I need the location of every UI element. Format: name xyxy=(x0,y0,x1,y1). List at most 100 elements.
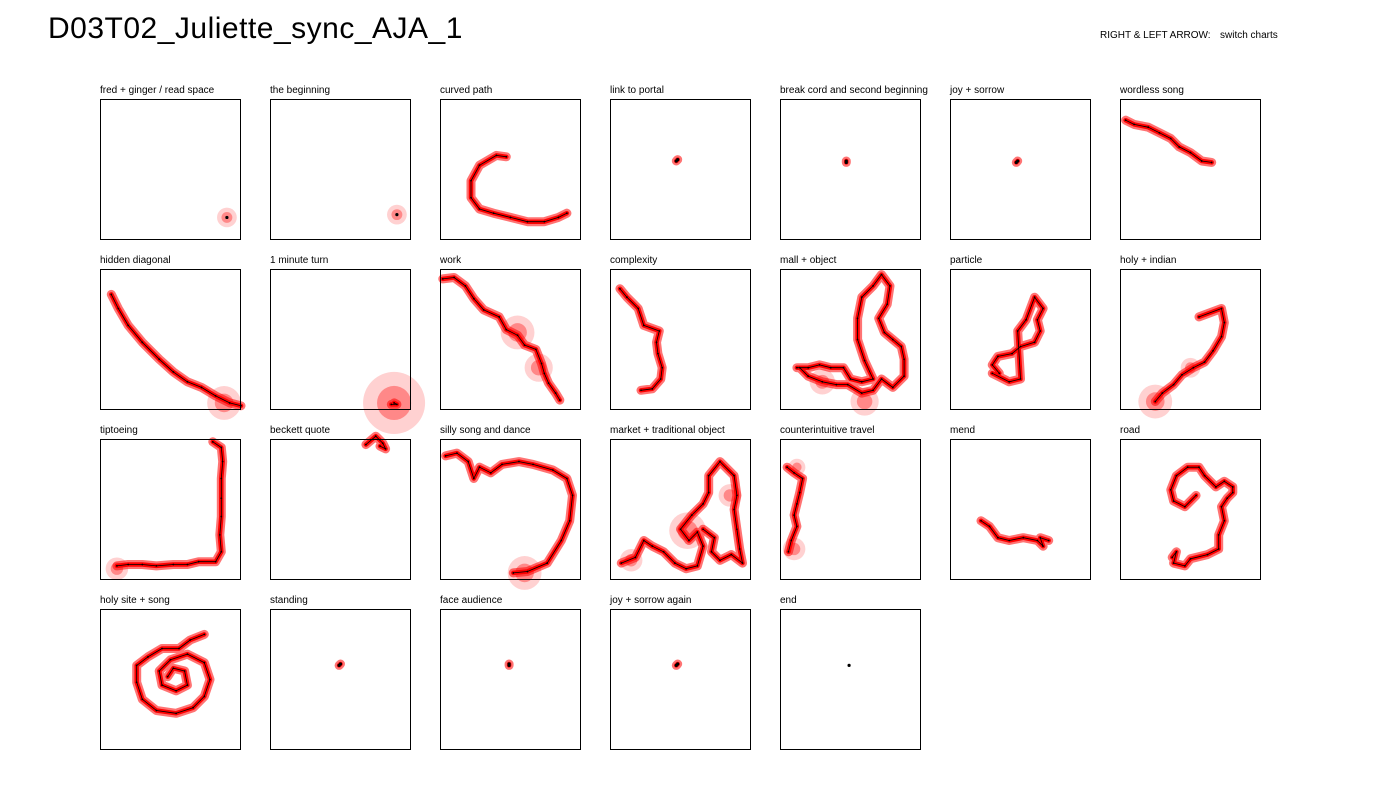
position-point xyxy=(127,563,130,566)
position-point xyxy=(540,362,543,365)
density-blob-core xyxy=(856,393,873,410)
plot-frame xyxy=(100,609,241,750)
position-point xyxy=(736,528,738,531)
position-point xyxy=(1220,307,1223,310)
plot-area xyxy=(780,269,921,416)
plot-frame xyxy=(780,439,921,580)
position-point xyxy=(787,550,790,553)
position-point xyxy=(730,553,733,556)
trajectory-chart xyxy=(440,609,581,750)
position-point xyxy=(560,539,563,542)
position-point xyxy=(846,383,849,386)
position-point xyxy=(470,179,472,182)
position-point xyxy=(203,633,206,636)
position-point xyxy=(1178,146,1181,148)
position-point xyxy=(702,502,704,505)
position-point xyxy=(1025,318,1028,321)
position-point xyxy=(189,639,192,641)
trajectory-chart xyxy=(270,609,411,750)
panel-title: face audience xyxy=(440,595,503,606)
position-point xyxy=(554,392,557,394)
position-point xyxy=(543,220,546,223)
plot-frame xyxy=(1120,99,1261,240)
plot-frame xyxy=(270,99,411,240)
position-point xyxy=(117,307,120,310)
plot-area xyxy=(100,269,246,420)
position-point xyxy=(220,497,223,500)
position-point xyxy=(1133,123,1135,126)
position-point xyxy=(470,196,472,199)
trajectory-chart xyxy=(610,609,751,750)
plot-frame xyxy=(270,439,411,580)
position-point xyxy=(220,515,223,518)
position-point xyxy=(1039,330,1042,332)
position-point xyxy=(707,474,710,477)
keyboard-hint-action: switch charts xyxy=(1220,30,1278,41)
position-point xyxy=(505,155,508,158)
position-point xyxy=(988,525,991,528)
plot-frame xyxy=(440,439,581,580)
trajectory-chart xyxy=(780,439,921,580)
position-point xyxy=(651,545,654,548)
position-point xyxy=(997,355,999,358)
position-point xyxy=(1189,151,1192,154)
trajectory-chart xyxy=(100,437,241,580)
position-point xyxy=(872,285,874,287)
position-point xyxy=(543,372,546,375)
position-point xyxy=(618,287,621,290)
position-point xyxy=(658,330,661,332)
trajectory-chart xyxy=(780,609,921,750)
position-point xyxy=(379,445,381,447)
position-point xyxy=(1226,497,1229,500)
position-point xyxy=(110,293,113,296)
position-point xyxy=(495,154,498,157)
position-point xyxy=(626,296,628,299)
position-point xyxy=(175,712,178,715)
position-point xyxy=(710,550,713,553)
position-point xyxy=(661,366,664,369)
position-point xyxy=(526,570,529,573)
plot-area xyxy=(610,99,751,240)
plot-area xyxy=(950,99,1091,240)
position-point xyxy=(221,460,224,463)
position-point xyxy=(127,324,130,327)
density-trail-core xyxy=(114,439,225,569)
plot-area xyxy=(440,99,581,240)
position-point xyxy=(642,539,645,542)
position-point xyxy=(516,334,519,337)
position-point xyxy=(384,447,387,450)
position-point xyxy=(1022,536,1025,539)
keyboard-hint-keys: RIGHT & LEFT ARROW: xyxy=(1100,30,1211,41)
position-point xyxy=(1033,341,1036,344)
position-point xyxy=(1181,373,1183,376)
trajectory-chart xyxy=(100,269,246,420)
position-point xyxy=(547,382,550,385)
position-point xyxy=(690,514,693,517)
panel-title: counterintuitive travel xyxy=(780,425,875,436)
position-point xyxy=(183,670,186,672)
plot-area xyxy=(270,99,411,240)
position-point xyxy=(798,491,801,494)
position-point xyxy=(489,471,492,474)
trajectory-chart xyxy=(1120,99,1261,240)
position-point xyxy=(393,402,395,404)
position-point xyxy=(220,550,223,553)
position-point xyxy=(818,363,821,366)
plot-area xyxy=(438,269,581,410)
position-point xyxy=(991,363,994,366)
position-point xyxy=(158,358,161,361)
position-point xyxy=(863,359,866,362)
position-point xyxy=(903,358,905,361)
plot-frame xyxy=(440,99,581,240)
position-point xyxy=(620,562,623,564)
position-point xyxy=(518,460,520,463)
panel-title: fred + ginger / read space xyxy=(100,85,215,96)
plot-area xyxy=(780,609,921,750)
panel-title: market + traditional object xyxy=(610,425,725,436)
position-point xyxy=(141,563,144,566)
position-point xyxy=(1016,330,1019,332)
plot-area xyxy=(270,431,411,580)
plot-area xyxy=(440,609,581,750)
trajectory-chart xyxy=(270,99,411,240)
position-point xyxy=(997,536,999,539)
